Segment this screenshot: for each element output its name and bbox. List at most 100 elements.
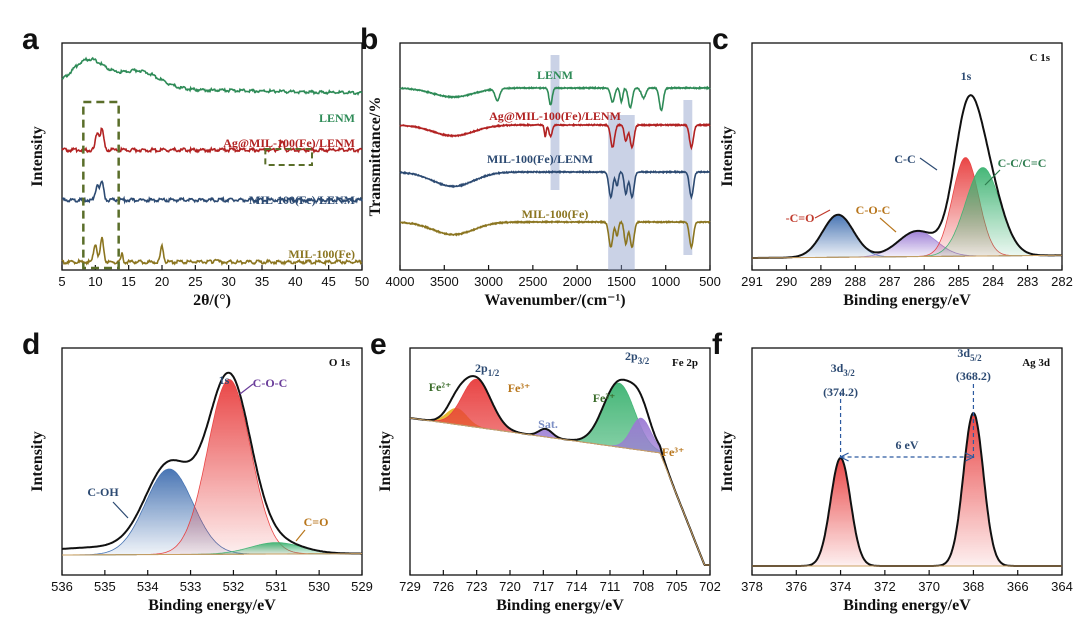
ag-value-3d32: (374.2) — [823, 385, 858, 399]
d-baseline — [62, 553, 362, 556]
panel-e-ylabel: Intensity — [377, 431, 394, 491]
c-envelope — [752, 94, 1062, 259]
panel-b-xtick-label: 2500 — [518, 274, 547, 289]
panel-a-xtick-label: 10 — [88, 274, 102, 289]
panel-c-frame — [751, 42, 1063, 271]
panel-a-xtick-label: 5 — [58, 274, 65, 289]
c1s-label-coc: C-O-C — [856, 203, 891, 217]
ag-arrow-left — [839, 452, 849, 462]
ftir-series-3 — [399, 219, 711, 250]
e-peak-4 — [409, 417, 710, 566]
panel-a-xtick-label: 25 — [188, 274, 202, 289]
xrd-highlight-box-small — [264, 148, 314, 166]
panel-a-xtick-label: 35 — [255, 274, 269, 289]
e-baseline — [409, 417, 710, 566]
panel-d-frame — [61, 347, 363, 576]
ftir-legend-lenm: LENM — [537, 68, 573, 82]
panel-f-xtick-label: 368 — [963, 579, 985, 594]
ftir-legend-mil: MIL-100(Fe) — [522, 207, 589, 221]
panel-c-xtick-label: 284 — [982, 274, 1004, 289]
c-baseline — [752, 254, 1062, 259]
panel-c-xtick-label: 285 — [948, 274, 970, 289]
ag-value-3d52: (368.2) — [956, 369, 991, 383]
c1s-label-1s: 1s — [961, 69, 972, 83]
f-peak-1 — [752, 412, 1062, 567]
xrd-highlight-box — [82, 100, 120, 270]
panel-d-xtick-label: 531 — [265, 579, 287, 594]
panel-f-xlabel: Binding energy/eV — [843, 597, 971, 614]
xrd-legend-mil-lenm: MIL-100(Fe)/LENM — [249, 193, 355, 207]
panel-a-xtick-label: 40 — [288, 274, 302, 289]
o1s-label-co: C=O — [304, 515, 329, 529]
panel-a-xlabel: 2θ/(°) — [193, 292, 231, 309]
panel-f-title: Ag 3d — [1022, 357, 1050, 369]
panel-b-xtick-label: 2000 — [563, 274, 592, 289]
c1s-label-cc-cc: C-C/C=C — [998, 156, 1047, 170]
ftir-legend-ag: Ag@MIL-100(Fe)/LENM — [489, 109, 621, 123]
ag-label-3d32: 3d3/2 — [831, 361, 856, 378]
panel-b-xtick-label: 3000 — [474, 274, 503, 289]
ag-label-gap: 6 eV — [896, 438, 919, 452]
panel-c-xtick-label: 282 — [1051, 274, 1073, 289]
ftir-band-0 — [550, 55, 560, 190]
d-envelope — [62, 371, 362, 555]
xrd-series-1 — [61, 127, 363, 155]
panel-b-xlabel: Wavenumber/(cm⁻¹) — [484, 292, 625, 309]
panel-d-xtick-label: 534 — [137, 579, 159, 594]
f-peak-0 — [752, 457, 1062, 567]
panel-c-xtick-label: 289 — [810, 274, 832, 289]
panel-b-xtick-label: 1500 — [607, 274, 636, 289]
panel-a-xtick-label: 50 — [355, 274, 369, 289]
panel-f-xtick-label: 374 — [830, 579, 852, 594]
panel-e-xtick-label: 714 — [566, 579, 588, 594]
panel-c-label: c — [712, 23, 729, 56]
c1s-label-cc: C-C — [894, 152, 915, 166]
c1s-arrow-cc — [919, 157, 938, 171]
panel-f-xtick-label: 364 — [1051, 579, 1073, 594]
panel-a-xtick-label: 45 — [321, 274, 335, 289]
o1s-label-coc: C-O-C — [253, 376, 288, 390]
panel-d-xlabel: Binding energy/eV — [148, 597, 276, 614]
panel-b-label: b — [360, 23, 378, 56]
fe-label-2p32: 2p3/2 — [625, 349, 650, 366]
panel-a-label: a — [22, 23, 39, 56]
xrd-legend-ag: Ag@MIL-100(Fe)/LENM — [223, 136, 355, 150]
o1s-arrow-coc — [239, 383, 254, 395]
panel-c-xtick-label: 290 — [776, 274, 798, 289]
panel-a-ylabel: Intensity — [29, 126, 46, 186]
panel-f-xtick-label: 372 — [874, 579, 896, 594]
fe-label-fe3-b: Fe³⁺ — [662, 445, 685, 459]
fe-label-sat: Sat. — [538, 417, 558, 431]
e-envelope — [409, 375, 710, 566]
o1s-label-coh: C-OH — [87, 485, 119, 499]
panel-c-xtick-label: 287 — [879, 274, 901, 289]
panel-e-xtick-label: 723 — [466, 579, 488, 594]
panel-a-frame — [61, 42, 363, 271]
panel-e-xlabel: Binding energy/eV — [496, 597, 624, 614]
panel-f-ylabel: Intensity — [719, 431, 736, 491]
e-peak-0 — [409, 407, 710, 566]
panel-e-xtick-label: 720 — [499, 579, 521, 594]
c1s-arrow-coc — [879, 217, 897, 233]
panel-e-xtick-label: 711 — [600, 579, 621, 594]
panel-c-title: C 1s — [1030, 52, 1051, 64]
xrd-legend-lenm: LENM — [319, 111, 355, 125]
panel-e-xtick-label: 726 — [432, 579, 454, 594]
fe-label-2p12: 2p1/2 — [475, 361, 500, 378]
panel-d-label: d — [22, 328, 40, 361]
panel-d-xtick-label: 530 — [308, 579, 330, 594]
panel-c-xtick-label: 283 — [1017, 274, 1039, 289]
panel-d-xtick-label: 529 — [351, 579, 373, 594]
xrd-series-0 — [61, 56, 363, 96]
panel-f-xtick-label: 366 — [1007, 579, 1029, 594]
panel-b-ylabel: Transmittance/% — [367, 97, 384, 217]
ftir-series-2 — [399, 169, 711, 200]
c1s-arrow-co — [814, 209, 831, 219]
panel-c-xtick-label: 291 — [741, 274, 763, 289]
e-peak-2 — [409, 417, 710, 566]
panel-d-xtick-label: 532 — [223, 579, 245, 594]
ftir-series-1 — [399, 122, 711, 151]
o1s-label-1s: 1s — [219, 373, 230, 387]
o1s-arrow-co — [295, 529, 306, 542]
